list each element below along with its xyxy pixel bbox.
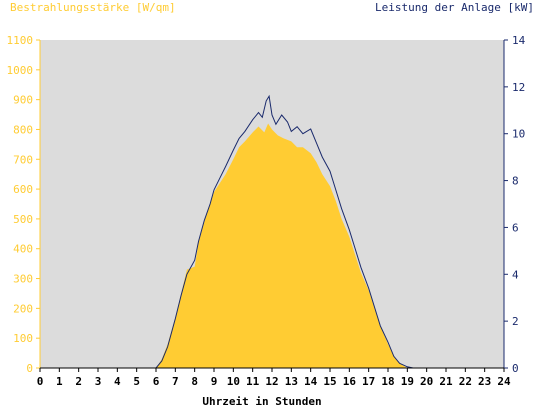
left-tick-label: 700 — [13, 153, 33, 166]
x-tick-label: 15 — [323, 375, 336, 388]
right-tick-label: 0 — [512, 362, 519, 375]
left-tick-label: 500 — [13, 213, 33, 226]
left-tick-label: 100 — [13, 332, 33, 345]
left-tick-label: 900 — [13, 94, 33, 107]
right-tick-labels: 0 2 4 6 8 10 12 14 — [504, 34, 526, 375]
left-tick-label: 0 — [26, 362, 33, 375]
x-tick-label: 2 — [75, 375, 82, 388]
x-tick-label: 13 — [285, 375, 298, 388]
x-tick-label: 14 — [304, 375, 318, 388]
x-tick-label: 16 — [343, 375, 357, 388]
right-tick-label: 4 — [512, 268, 519, 281]
x-tick-label: 1 — [56, 375, 63, 388]
x-tick-label: 10 — [227, 375, 240, 388]
x-tick-label: 12 — [265, 375, 278, 388]
x-tick-label: 17 — [362, 375, 375, 388]
x-tick-label: 23 — [478, 375, 491, 388]
left-tick-label: 200 — [13, 302, 33, 315]
right-tick-label: 6 — [512, 221, 519, 234]
left-tick-label: 1100 — [7, 34, 34, 47]
x-tick-label: 18 — [381, 375, 394, 388]
right-tick-label: 12 — [512, 81, 525, 94]
x-tick-labels: 0 1 2 3 4 5 6 7 8 9 10 11 12 13 14 15 16 17 18 19 20 21 22 23 24 — [37, 368, 511, 388]
right-axis-title: Leistung der Anlage [kW] — [375, 1, 534, 14]
x-tick-label: 20 — [420, 375, 433, 388]
x-tick-label: 4 — [114, 375, 121, 388]
right-tick-label: 8 — [512, 175, 519, 188]
x-tick-label: 11 — [246, 375, 260, 388]
left-tick-labels: 0 100 200 300 400 500 600 700 800 900 1000 1100 — [7, 34, 40, 375]
x-tick-label: 7 — [172, 375, 179, 388]
x-tick-label: 0 — [37, 375, 44, 388]
x-tick-label: 3 — [95, 375, 102, 388]
right-tick-label: 2 — [512, 315, 519, 328]
power-line — [40, 94, 504, 369]
x-tick-label: 5 — [133, 375, 140, 388]
x-tick-label: 8 — [191, 375, 198, 388]
left-tick-label: 1000 — [7, 64, 34, 77]
right-tick-label: 10 — [512, 128, 525, 141]
left-tick-label: 300 — [13, 273, 33, 286]
x-tick-label: 21 — [439, 375, 453, 388]
x-tick-label: 22 — [459, 375, 472, 388]
left-axis-title: Bestrahlungsstärke [W/qm] — [10, 1, 176, 14]
x-tick-label: 6 — [153, 375, 160, 388]
left-tick-label: 800 — [13, 123, 33, 136]
right-tick-label: 14 — [512, 34, 526, 47]
left-tick-label: 600 — [13, 183, 33, 196]
x-tick-label: 9 — [211, 375, 218, 388]
x-tick-label: 24 — [497, 375, 511, 388]
irradiance-area — [40, 123, 504, 368]
x-tick-label: 19 — [401, 375, 414, 388]
x-axis-title: Uhrzeit in Stunden — [202, 395, 321, 408]
left-tick-label: 400 — [13, 243, 33, 256]
